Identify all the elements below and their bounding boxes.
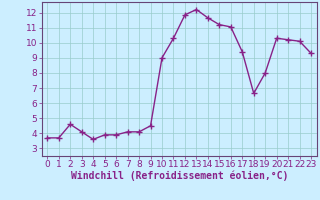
X-axis label: Windchill (Refroidissement éolien,°C): Windchill (Refroidissement éolien,°C) (70, 171, 288, 181)
